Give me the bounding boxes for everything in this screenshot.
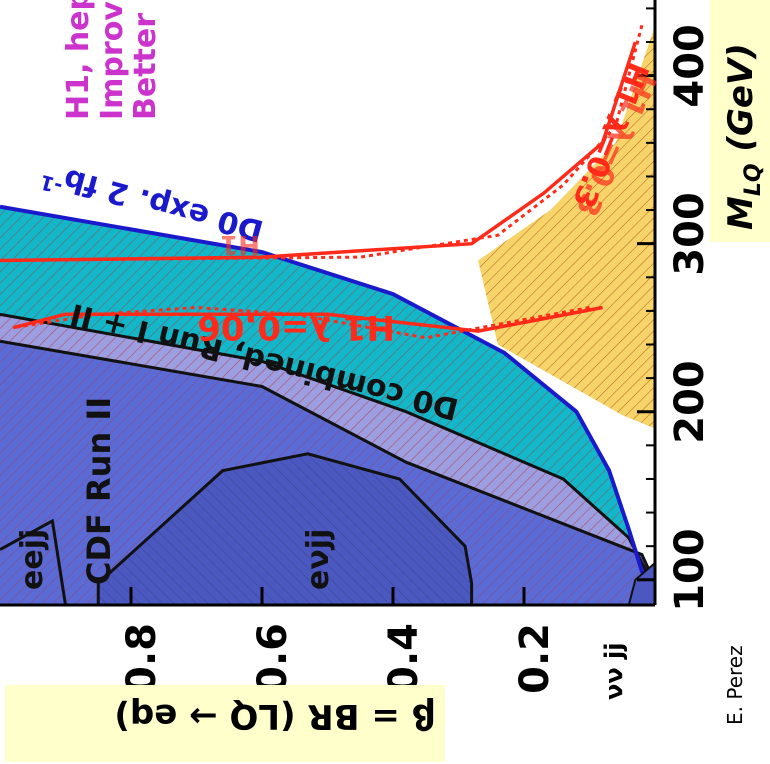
y-tick-label: 0.6: [250, 623, 296, 694]
label-h1-small: H1: [220, 229, 260, 259]
d0-exp-outline: [0, 204, 655, 590]
plot-frame: [0, 0, 657, 607]
x-tick-label: 300: [667, 192, 713, 276]
y-tick-label: 0.4: [381, 623, 427, 694]
cdf-outline: [0, 339, 655, 584]
h1-03-dotted: [0, 24, 644, 262]
vvjj-region: [627, 561, 655, 605]
label-h1-help-1: H1, hep: [61, 0, 96, 120]
x-axis-label-box: MLQ (GeV): [710, 0, 770, 242]
label-h1-help-2: Improv: [95, 1, 130, 120]
label-h1-006: H1 λ=0.06: [197, 307, 395, 347]
x-axis-label: MLQ (GeV): [721, 43, 766, 230]
eejj-contour: [0, 518, 67, 605]
x-tick-label: 200: [667, 360, 713, 444]
x-tick-label: 100: [667, 528, 713, 612]
x-tick-label: 400: [667, 24, 713, 108]
label-cdf: CDF Run II: [80, 397, 118, 585]
axis-ticks: 100 200 300 400 0.2 0.4 0.6 0.8: [119, 7, 713, 694]
y-axis-label: β = BR (LQ → eq): [114, 696, 436, 736]
label-vvjj: νν jj: [600, 642, 628, 700]
y-tick-label: 0.2: [512, 623, 558, 694]
y-tick-label: 0.8: [119, 623, 165, 694]
label-h1-help-3: Better: [128, 13, 163, 120]
h1-006-curve: [12, 305, 603, 333]
author-credit: E. Perez: [723, 645, 747, 725]
evjj-hatch: [98, 453, 472, 605]
label-eejj: eejj: [15, 529, 50, 590]
plot-area: [0, 24, 655, 605]
h1-006-dotted: [12, 305, 590, 340]
y-axis-label-box: β = BR (LQ → eq): [5, 685, 445, 762]
label-evjj: eνjj: [301, 529, 336, 590]
